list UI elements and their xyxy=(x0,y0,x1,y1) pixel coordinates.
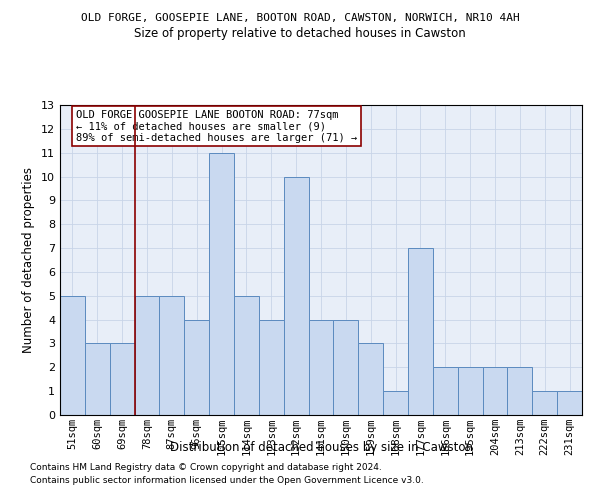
Text: OLD FORGE, GOOSEPIE LANE, BOOTON ROAD, CAWSTON, NORWICH, NR10 4AH: OLD FORGE, GOOSEPIE LANE, BOOTON ROAD, C… xyxy=(80,12,520,22)
Bar xyxy=(383,391,408,415)
Bar xyxy=(482,368,508,415)
Bar xyxy=(408,248,433,415)
Bar xyxy=(259,320,284,415)
Bar xyxy=(532,391,557,415)
Bar xyxy=(209,152,234,415)
Text: Contains public sector information licensed under the Open Government Licence v3: Contains public sector information licen… xyxy=(30,476,424,485)
Bar xyxy=(508,368,532,415)
Bar xyxy=(334,320,358,415)
Bar xyxy=(308,320,334,415)
Text: Contains HM Land Registry data © Crown copyright and database right 2024.: Contains HM Land Registry data © Crown c… xyxy=(30,464,382,472)
Bar xyxy=(557,391,582,415)
Bar xyxy=(458,368,482,415)
Text: Distribution of detached houses by size in Cawston: Distribution of detached houses by size … xyxy=(170,441,473,454)
Bar xyxy=(358,344,383,415)
Bar xyxy=(85,344,110,415)
Text: Size of property relative to detached houses in Cawston: Size of property relative to detached ho… xyxy=(134,28,466,40)
Bar xyxy=(134,296,160,415)
Bar xyxy=(284,176,308,415)
Bar xyxy=(433,368,458,415)
Bar xyxy=(60,296,85,415)
Bar xyxy=(160,296,184,415)
Bar xyxy=(234,296,259,415)
Text: OLD FORGE GOOSEPIE LANE BOOTON ROAD: 77sqm
← 11% of detached houses are smaller : OLD FORGE GOOSEPIE LANE BOOTON ROAD: 77s… xyxy=(76,110,357,143)
Y-axis label: Number of detached properties: Number of detached properties xyxy=(22,167,35,353)
Bar xyxy=(110,344,134,415)
Bar xyxy=(184,320,209,415)
